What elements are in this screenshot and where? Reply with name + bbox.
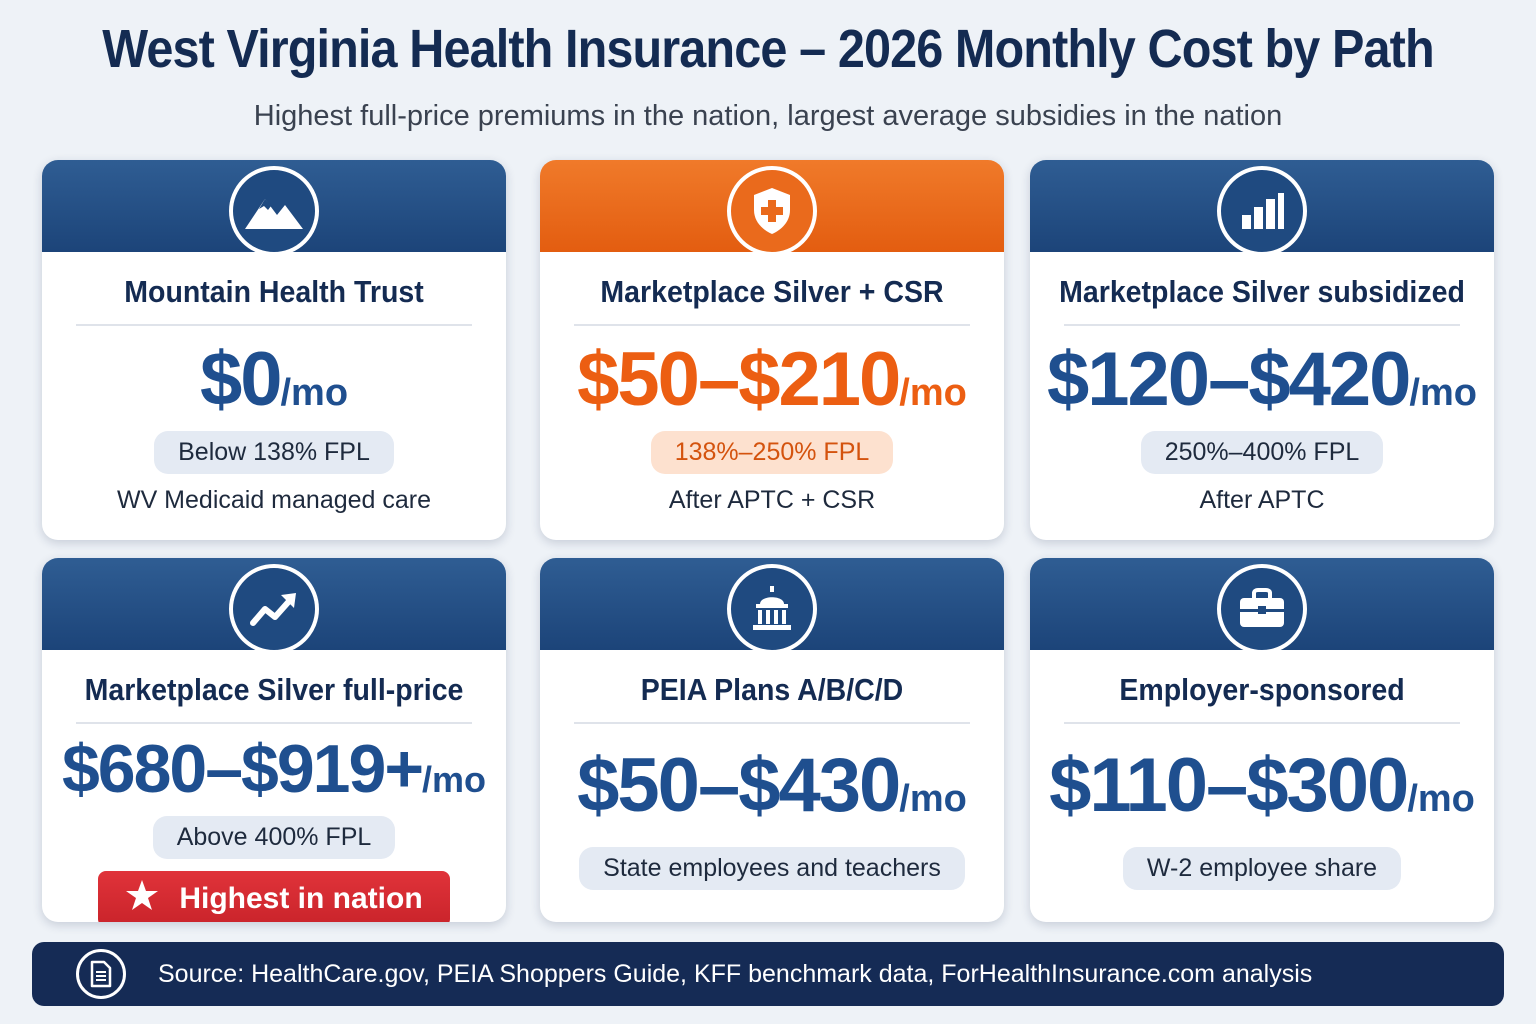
price-unit: /mo	[1407, 778, 1475, 820]
source-footer: Source: HealthCare.gov, PEIA Shoppers Gu…	[32, 942, 1504, 1006]
fpl-pill: 250%–400% FPL	[1140, 431, 1384, 474]
card-title: Marketplace Silver + CSR	[600, 274, 944, 309]
price-unit: /mo	[1409, 372, 1477, 414]
card-header	[42, 558, 506, 654]
document-icon	[76, 949, 126, 999]
divider	[1064, 324, 1460, 326]
price-unit: /mo	[899, 372, 967, 414]
bar-chart-icon	[1217, 166, 1307, 256]
star-icon	[125, 879, 159, 919]
price-amount: $50–$210	[577, 337, 901, 422]
page-title: West Virginia Health Insurance – 2026 Mo…	[102, 19, 1434, 79]
price-amount: $120–$420	[1047, 337, 1411, 422]
card-header	[1030, 160, 1494, 256]
fpl-pill: 138%–250% FPL	[650, 431, 894, 474]
card-title: Marketplace Silver subsidized	[1059, 274, 1465, 309]
card-note: After APTC + CSR	[668, 486, 876, 514]
card-header	[42, 160, 506, 256]
price-unit: /mo	[899, 778, 967, 820]
shield-cross-icon	[727, 166, 817, 256]
price-unit: /mo	[280, 372, 349, 414]
price-amount: $110–$300	[1049, 743, 1409, 828]
briefcase-icon	[1217, 564, 1307, 654]
card-note: After APTC	[1199, 486, 1325, 514]
employee-share-pill: W-2 employee share	[1122, 847, 1402, 890]
fpl-pill: Below 138% FPL	[154, 431, 394, 474]
divider	[574, 722, 970, 724]
divider	[76, 722, 472, 724]
price-amount: $50–$430	[577, 743, 901, 828]
card-marketplace-silver-full-price: Marketplace Silver full-price $680–$919+…	[42, 558, 506, 922]
card-header	[1030, 558, 1494, 654]
card-title: PEIA Plans A/B/C/D	[640, 672, 904, 707]
card-note: WV Medicaid managed care	[116, 486, 432, 514]
price: $0/mo	[42, 336, 506, 423]
card-marketplace-silver-subsidized: Marketplace Silver subsidized $120–$420/…	[1030, 160, 1494, 540]
divider	[574, 324, 970, 326]
card-header	[540, 160, 1004, 256]
price-unit: /mo	[422, 759, 487, 800]
capitol-icon	[727, 564, 817, 654]
card-title: Marketplace Silver full-price	[84, 672, 464, 707]
source-text: Source: HealthCare.gov, PEIA Shoppers Gu…	[158, 959, 1313, 988]
card-peia-plans: PEIA Plans A/B/C/D $50–$430/mo State emp…	[540, 558, 1004, 922]
card-employer-sponsored: Employer-sponsored $110–$300/mo W-2 empl…	[1030, 558, 1494, 922]
divider	[1064, 722, 1460, 724]
card-marketplace-silver-csr: Marketplace Silver + CSR $50–$210/mo 138…	[540, 160, 1004, 540]
price: $50–$210/mo	[540, 336, 1004, 423]
card-header	[540, 558, 1004, 654]
price-amount: $0	[199, 337, 283, 422]
price: $50–$430/mo	[540, 742, 1004, 829]
trend-up-icon	[229, 564, 319, 654]
price-amount: $680–$919+	[61, 731, 424, 807]
divider	[76, 324, 472, 326]
group-pill: State employees and teachers	[579, 847, 965, 890]
card-title: Employer-sponsored	[1119, 672, 1405, 707]
price: $120–$420/mo	[1030, 336, 1494, 423]
badge-label: Highest in nation	[179, 882, 423, 915]
card-mountain-health-trust: Mountain Health Trust $0/mo Below 138% F…	[42, 160, 506, 540]
card-title: Mountain Health Trust	[124, 274, 424, 309]
fpl-pill: Above 400% FPL	[152, 816, 396, 859]
price: $680–$919+/mo	[42, 730, 506, 808]
mountain-icon	[229, 166, 319, 256]
page-subtitle: Highest full-price premiums in the natio…	[253, 100, 1283, 132]
price: $110–$300/mo	[1030, 742, 1494, 829]
highest-in-nation-badge: Highest in nation	[98, 871, 450, 922]
